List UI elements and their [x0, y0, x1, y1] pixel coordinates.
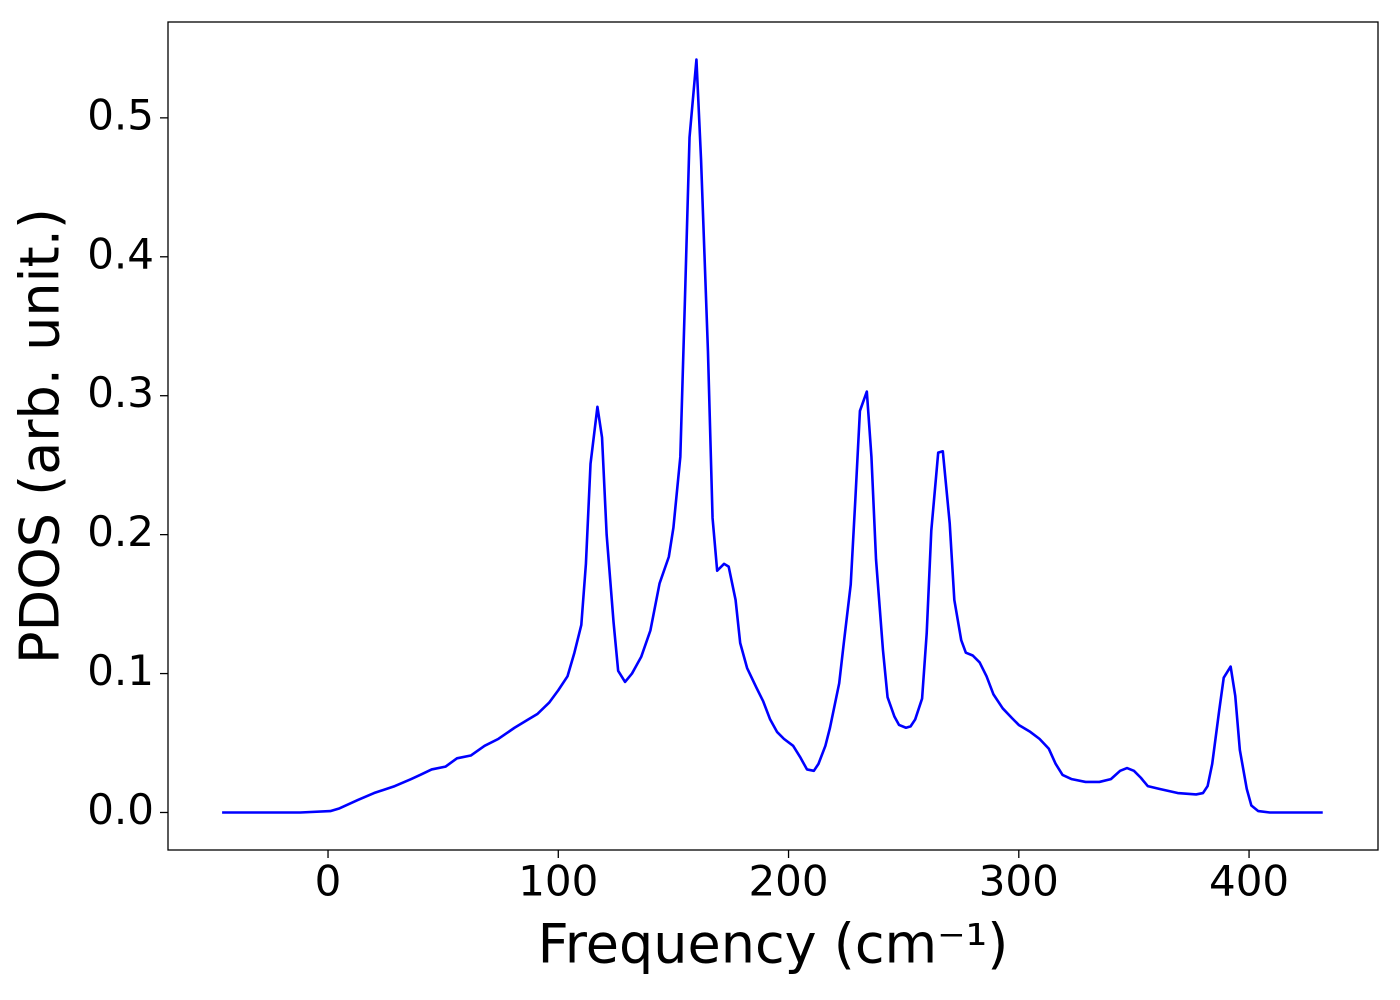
y-tick-label: 0.1 — [87, 646, 154, 695]
y-axis-label: PDOS (arb. unit.) — [9, 208, 72, 664]
x-tick-label: 400 — [1209, 857, 1289, 906]
plot-frame — [167, 21, 1379, 851]
y-tick-label: 0.3 — [87, 368, 154, 417]
x-tick-label: 300 — [979, 857, 1059, 906]
x-tick-label: 100 — [518, 857, 598, 906]
y-tick-label: 0.4 — [87, 229, 154, 278]
x-axis-label: Frequency (cm⁻¹) — [538, 913, 1009, 976]
y-tick-label: 0.5 — [87, 90, 154, 139]
x-tick-label: 0 — [315, 857, 342, 906]
y-tick-label: 0.0 — [87, 785, 154, 834]
y-tick-label: 0.2 — [87, 507, 154, 556]
x-tick-label: 200 — [748, 857, 828, 906]
line-series — [222, 58, 1323, 814]
